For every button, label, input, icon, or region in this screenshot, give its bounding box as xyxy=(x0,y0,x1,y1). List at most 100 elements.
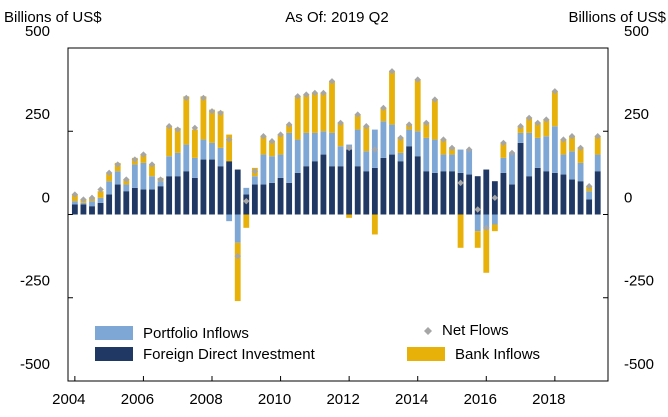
bar-segment xyxy=(226,161,233,215)
bar-segment xyxy=(371,167,378,215)
bar-segment xyxy=(474,176,481,215)
bar-segment xyxy=(71,194,78,202)
net-flow-marker xyxy=(388,68,396,75)
bar-segment xyxy=(380,121,387,158)
bar-segment xyxy=(174,176,181,215)
bar-segment xyxy=(346,214,353,218)
net-flow-marker xyxy=(457,179,464,187)
bar-segment xyxy=(226,134,233,162)
bar-segment xyxy=(483,214,490,230)
net-flow-marker xyxy=(123,176,130,183)
bar-segment xyxy=(329,81,335,133)
net-flow-marker xyxy=(500,139,507,147)
net-flow-marker xyxy=(363,123,370,130)
bar-segment xyxy=(131,187,138,215)
bar-segment xyxy=(491,214,498,225)
bar-segment xyxy=(346,149,353,215)
bar-segment xyxy=(277,134,284,155)
bar-segment xyxy=(414,156,421,215)
bar-segment xyxy=(586,191,593,200)
bar-segment xyxy=(209,159,215,215)
net-flow-marker xyxy=(431,96,439,103)
bar-segment xyxy=(569,179,575,215)
bar-segment xyxy=(303,132,310,167)
bar-segment xyxy=(106,181,113,195)
bar-segment xyxy=(526,132,533,177)
bar-segment xyxy=(526,176,533,215)
bar-segment xyxy=(509,184,515,215)
bar-segment xyxy=(354,166,361,215)
net-flow-marker xyxy=(165,123,173,130)
bar-segment xyxy=(337,146,344,167)
net-flow-marker xyxy=(525,114,533,122)
bar-segment xyxy=(449,147,455,155)
bar-segment xyxy=(414,79,421,132)
bar-segment xyxy=(397,161,404,215)
bar-segment xyxy=(594,154,601,172)
y-tick-label: 0 xyxy=(42,189,50,206)
bar-segment xyxy=(123,184,130,192)
net-flow-marker xyxy=(371,146,379,153)
bar-segment xyxy=(251,176,258,185)
bar-segment xyxy=(157,186,164,215)
bar-segment xyxy=(389,124,395,155)
net-flow-marker xyxy=(277,131,284,138)
bar-segment xyxy=(517,142,524,215)
net-flow-marker xyxy=(131,156,139,163)
bar-segment xyxy=(71,204,78,215)
bar-segment xyxy=(423,122,430,138)
net-flow-marker xyxy=(200,94,207,102)
y2-tick-label: -500 xyxy=(624,356,654,373)
bar-segment xyxy=(337,166,344,215)
bar-segment xyxy=(140,189,147,215)
bar-segment xyxy=(474,231,481,248)
bar-segment xyxy=(406,146,413,215)
bar-segment xyxy=(551,172,558,215)
bar-segment xyxy=(466,149,473,175)
bar-segment xyxy=(320,154,327,215)
bar-segment xyxy=(260,154,267,185)
bar-segment xyxy=(217,147,224,167)
net-flow-marker xyxy=(88,194,96,202)
net-flow-marker xyxy=(80,196,87,203)
bar-segment xyxy=(483,169,490,215)
legend-label: Portfolio Inflows xyxy=(143,325,249,342)
y2-tick-label: -250 xyxy=(624,273,654,290)
bar-segment xyxy=(406,129,413,147)
bar-segment xyxy=(354,129,361,167)
bar-segment xyxy=(457,172,464,215)
bar-segment xyxy=(209,109,215,143)
net-flow-marker xyxy=(320,89,327,97)
net-flow-marker xyxy=(414,76,421,83)
net-flow-marker xyxy=(568,133,576,140)
net-flow-marker xyxy=(354,111,361,118)
bar-segment xyxy=(217,111,224,148)
bar-segment xyxy=(311,132,318,162)
y-tick-label: -500 xyxy=(20,356,50,373)
bar-segment xyxy=(234,214,241,243)
legend-swatch xyxy=(95,347,133,361)
bar-segment xyxy=(277,177,284,215)
bar-segment xyxy=(534,122,541,138)
bar-segment xyxy=(526,117,533,133)
bar-segment xyxy=(226,214,233,222)
bar-segment xyxy=(140,154,147,163)
bar-segment xyxy=(243,187,250,195)
bar-segment xyxy=(200,159,207,215)
net-flow-marker xyxy=(191,124,199,132)
y-axis-label: Billions of US$ xyxy=(4,9,102,26)
net-flow-marker xyxy=(225,136,233,143)
bar-segment xyxy=(234,169,241,215)
y2-tick-label: 500 xyxy=(624,23,649,40)
bar-segment xyxy=(260,136,267,155)
bar-segment xyxy=(500,172,507,215)
net-flow-marker xyxy=(534,119,541,127)
net-flow-marker xyxy=(105,169,113,177)
bar-segment xyxy=(286,132,293,183)
legend-label: Net Flows xyxy=(442,322,509,339)
bar-segment xyxy=(269,141,275,157)
bar-segment xyxy=(183,144,190,172)
bar-segment xyxy=(466,174,473,215)
bar-segment xyxy=(440,139,447,155)
net-flow-marker xyxy=(260,133,267,140)
